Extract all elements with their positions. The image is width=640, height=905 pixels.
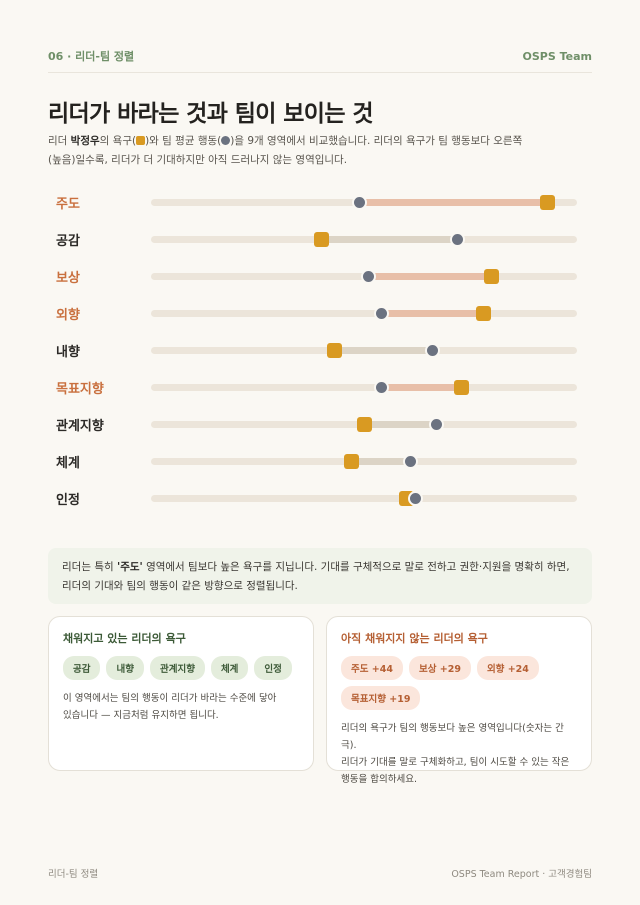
row-track [151,384,577,391]
fulfilled-chip: 체계 [210,656,249,680]
footer-right: OSPS Team Report · 고객경험팀 [451,869,592,880]
row-label: 체계 [56,456,80,471]
fulfilled-chip-list: 공감 내향 관계지향 체계 인정 [63,656,299,680]
unfulfilled-text-line3: 행동을 합의하세요. [341,774,417,785]
row-label: 목표지향 [56,382,104,397]
header-divider [48,72,592,73]
chart-row: 공감 [48,221,592,258]
page-title: 리더가 바라는 것과 팀이 보이는 것 [48,101,373,127]
chart-row: 외향 [48,295,592,332]
row-label: 공감 [56,234,80,249]
leader-name: 박정우 [70,135,100,147]
chart-row: 인정 [48,480,592,517]
desc-text-mid2: )와 팀 평균 행동( [145,135,222,147]
footer-left: 리더-팀 정렬 [48,869,99,880]
gap-chip: 외향 +24 [476,656,539,680]
callout-text-pre: 리더는 특히 [62,561,117,573]
fulfilled-chip: 관계지향 [149,656,205,680]
gap-segment [368,273,492,280]
row-label: 보상 [56,271,80,286]
gap-segment [334,347,433,354]
team-behavior-marker [403,454,419,469]
chart-row: 주도 [48,184,592,221]
desc-text-line1: )을 9개 영역에서 비교했습니다. 리더의 욕구가 팀 행동보다 오른쪽 [230,135,523,147]
team-circle-icon [221,136,231,145]
unfulfilled-chip-list: 주도 +44 보상 +29 외향 +24 목표지향 +19 [341,656,577,710]
unfulfilled-needs-card: 아직 채워지지 않는 리더의 욕구 주도 +44 보상 +29 외향 +24 목… [326,616,592,785]
chart-row: 내향 [48,332,592,369]
fulfilled-text-line2: 있습니다 — 지금처럼 유지하면 됩니다. [63,710,219,721]
team-behavior-marker [450,232,466,247]
leader-need-marker [539,195,555,210]
leader-need-marker [326,343,342,358]
unfulfilled-card-text: 리더의 욕구가 팀의 행동보다 높은 영역입니다(숫자는 간극). 리더가 기대를… [341,720,577,788]
team-behavior-marker [407,491,423,506]
brand-label: OSPS Team [522,49,592,63]
team-behavior-marker [373,380,389,395]
leader-need-marker [343,454,359,469]
team-behavior-marker [424,343,440,358]
chart-row: 관계지향 [48,406,592,443]
leader-square-icon [136,136,146,145]
fulfilled-chip: 공감 [63,656,101,680]
page-header: 06 · 리더-팀 정렬 OSPS Team [48,48,592,64]
team-behavior-marker [373,306,389,321]
gap-chip: 목표지향 +19 [341,686,421,710]
section-label: 06 · 리더-팀 정렬 [48,50,135,63]
unfulfilled-card-title: 아직 채워지지 않는 리더의 욕구 [341,632,488,645]
page-footer: 리더-팀 정렬 OSPS Team Report · 고객경험팀 [48,866,592,880]
gap-segment [359,199,548,206]
gap-chip: 주도 +44 [341,656,403,680]
gap-segment [364,421,437,428]
fulfilled-chip: 인정 [254,656,292,680]
fulfilled-chip: 내향 [106,656,144,680]
callout-highlight: '주도' [116,561,143,573]
page-description: 리더 박정우의 욕구( )와 팀 평균 행동( )을 9개 영역에서 비교했습니다.… [48,132,596,170]
leader-need-marker [484,269,500,284]
leader-need-marker [356,417,372,432]
row-label: 주도 [56,197,80,212]
row-label: 인정 [56,493,80,508]
unfulfilled-text-line2: 리더가 기대를 말로 구체화하고, 팀이 시도할 수 있는 작은 [341,757,570,768]
row-label: 외향 [56,308,80,323]
row-track [151,310,577,317]
desc-text-mid1: 의 욕구( [99,135,137,147]
desc-text-pre: 리더 [48,135,71,147]
gap-segment [381,310,484,317]
callout-text-line2: 리더의 기대와 팀의 행동이 같은 방향으로 정렬됩니다. [62,580,298,592]
fulfilled-card-title: 채워지고 있는 리더의 욕구 [63,632,186,645]
team-behavior-marker [352,195,368,210]
team-behavior-marker [428,417,444,432]
chart-row: 보상 [48,258,592,295]
row-track [151,495,577,502]
team-behavior-marker [360,269,376,284]
gap-segment [381,384,462,391]
fulfilled-needs-card: 채워지고 있는 리더의 욕구 공감 내향 관계지향 체계 인정 이 영역에서는 … [48,616,314,771]
chart-row: 목표지향 [48,369,592,406]
gap-chip: 보상 +29 [408,656,471,680]
leader-need-marker [313,232,329,247]
chart-row: 체계 [48,443,592,480]
leader-need-marker [454,380,470,395]
callout-text-line1: 영역에서 팀보다 높은 욕구를 지닙니다. 기대를 구체적으로 말로 전하고 권… [142,561,570,573]
desc-text-line2: (높음)일수록, 리더가 더 기대하지만 아직 드러나지 않는 영역입니다. [48,154,348,166]
gap-segment [321,236,458,243]
leader-need-marker [475,306,491,321]
unfulfilled-text-line1: 리더의 욕구가 팀의 행동보다 높은 영역입니다(숫자는 간극). [341,723,564,751]
fulfilled-text-line1: 이 영역에서는 팀의 행동이 리더가 바라는 수준에 닿아 [63,693,277,704]
insight-callout: 리더는 특히 '주도' 영역에서 팀보다 높은 욕구를 지닙니다. 기대를 구체… [48,548,592,604]
gap-segment [351,458,411,465]
row-label: 내향 [56,345,80,360]
row-label: 관계지향 [56,419,104,434]
